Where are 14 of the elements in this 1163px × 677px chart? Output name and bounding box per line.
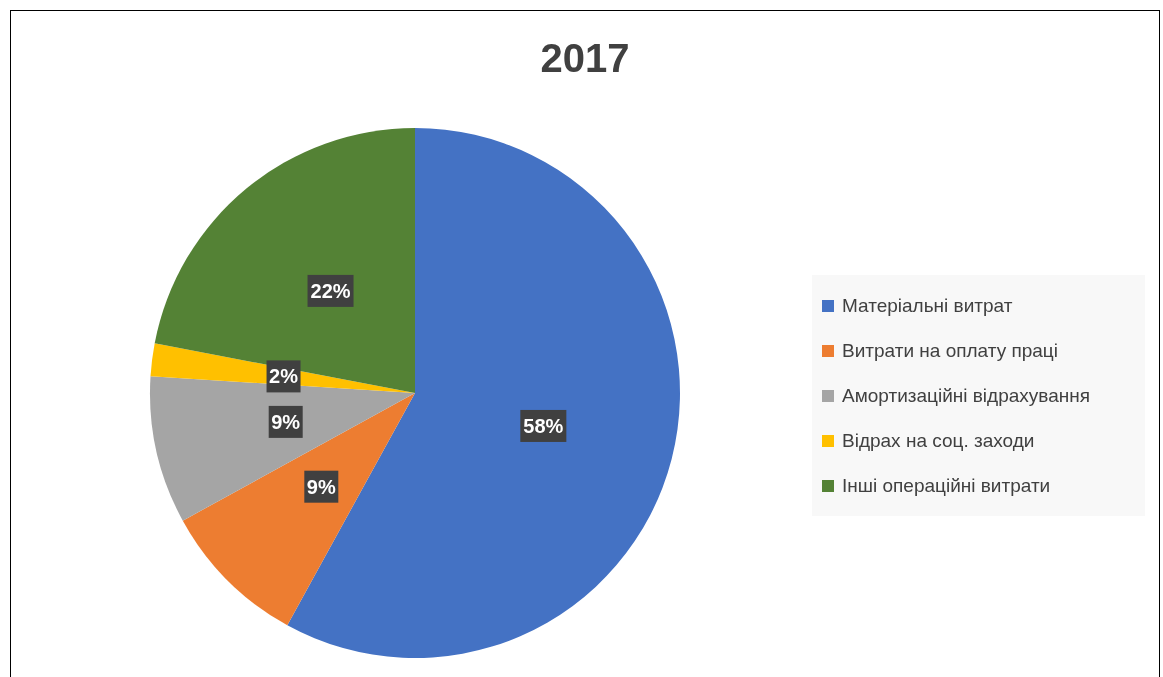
chart-title: 2017 bbox=[539, 36, 631, 81]
legend-label: Матеріальні витрат bbox=[842, 294, 1013, 317]
data-label: 9% bbox=[271, 410, 301, 433]
legend-label: Амортизаційні відрахування bbox=[842, 384, 1091, 407]
data-label: 58% bbox=[523, 414, 564, 437]
pie-slice bbox=[154, 128, 415, 393]
data-label: 2% bbox=[269, 365, 299, 388]
legend-label: Інші операційні витрати bbox=[842, 474, 1051, 497]
legend-label: Відрах на соц. заходи bbox=[842, 429, 1035, 452]
pie-slice bbox=[150, 343, 415, 393]
legend-label: Витрати на оплату праці bbox=[842, 339, 1058, 362]
data-label: 9% bbox=[306, 475, 336, 498]
data-label: 22% bbox=[310, 279, 351, 302]
pie-slice bbox=[182, 393, 415, 626]
